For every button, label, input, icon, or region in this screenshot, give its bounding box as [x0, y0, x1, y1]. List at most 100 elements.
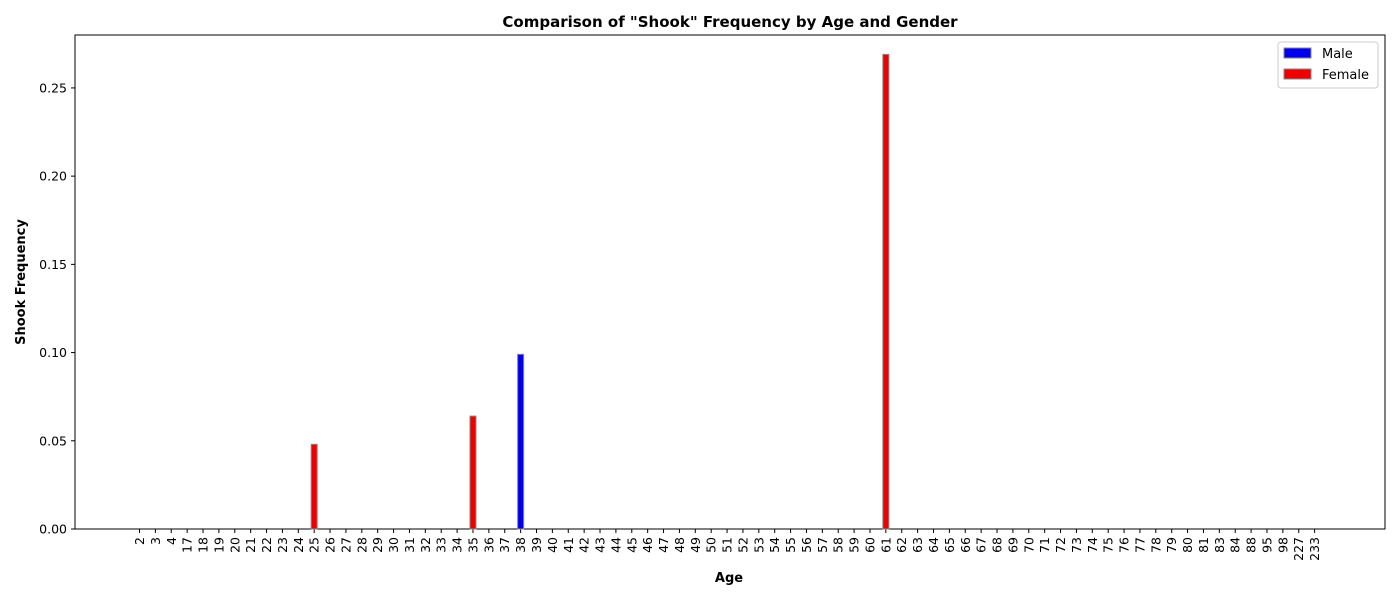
x-tick-label: 26	[323, 537, 338, 553]
x-tick-label: 68	[990, 537, 1005, 553]
legend-label-female: Female	[1322, 68, 1369, 83]
plot-area	[74, 34, 1386, 530]
x-tick-label: 37	[497, 537, 512, 553]
x-tick-label: 78	[1148, 537, 1163, 553]
x-tick-label: 59	[847, 537, 862, 553]
y-tick-label: 0.00	[39, 522, 67, 537]
x-tick-label: 47	[656, 537, 671, 553]
x-tick-label: 39	[529, 537, 544, 553]
x-tick-label: 30	[386, 537, 401, 553]
x-tick-label: 48	[672, 537, 687, 553]
y-tick-label: 0.10	[39, 345, 67, 360]
x-tick-label: 45	[624, 537, 639, 553]
y-tick-label: 0.25	[39, 80, 67, 95]
x-tick-label: 83	[1212, 537, 1227, 553]
x-tick-label: 27	[338, 537, 353, 553]
x-tick-label: 17	[180, 537, 195, 553]
x-tick-label: 71	[1037, 537, 1052, 553]
x-tick-label: 38	[513, 537, 528, 553]
x-tick-label: 62	[894, 537, 909, 553]
bar-female	[469, 415, 477, 530]
x-tick-label: 2	[132, 537, 147, 545]
x-tick-label: 41	[561, 537, 576, 553]
x-tick-label: 54	[767, 537, 782, 553]
x-tick-label: 77	[1132, 537, 1147, 553]
x-tick-label: 61	[878, 537, 893, 553]
x-tick-label: 70	[1021, 537, 1036, 553]
x-tick-label: 46	[640, 537, 655, 553]
x-tick-label: 25	[307, 537, 322, 553]
x-tick-label: 28	[354, 537, 369, 553]
x-tick-label: 21	[243, 537, 258, 553]
bar-female	[882, 53, 890, 530]
plot-frame	[74, 34, 1386, 530]
y-tick-label: 0.05	[39, 433, 67, 448]
x-tick-label: 22	[259, 537, 274, 553]
x-tick-label: 20	[227, 537, 242, 553]
x-tick-label: 98	[1275, 537, 1290, 553]
y-tick-label: 0.15	[39, 257, 67, 272]
x-tick-label: 33	[434, 537, 449, 553]
legend-label-male: Male	[1322, 47, 1353, 62]
x-tick-label: 67	[974, 537, 989, 553]
x-tick-label: 75	[1101, 537, 1116, 553]
bar-male	[517, 353, 525, 530]
x-axis: 2 3 4 17 18 19 20 21 22 23 24 25 26 27 28 29 30 31 32 33 34 3…	[132, 529, 1322, 561]
x-tick-label: 60	[862, 537, 877, 553]
x-tick-label: 23	[275, 537, 290, 553]
x-tick-label: 63	[910, 537, 925, 553]
x-tick-label: 76	[1117, 537, 1132, 553]
x-tick-label: 74	[1085, 537, 1100, 553]
x-tick-label: 50	[704, 537, 719, 553]
x-tick-label: 40	[545, 537, 560, 553]
y-axis-label: Shook Frequency	[14, 219, 29, 345]
x-tick-label: 19	[211, 537, 226, 553]
x-tick-label: 52	[735, 537, 750, 553]
x-tick-label: 18	[196, 537, 211, 553]
x-tick-label: 35	[465, 537, 480, 553]
chart-title: Comparison of "Shook" Frequency by Age a…	[502, 13, 958, 31]
x-tick-label: 36	[481, 537, 496, 553]
x-tick-label: 227	[1291, 537, 1306, 561]
legend-swatch-female	[1283, 68, 1312, 80]
x-tick-label: 79	[1164, 537, 1179, 553]
x-tick-label: 24	[291, 537, 306, 553]
x-tick-label: 42	[577, 537, 592, 553]
x-tick-label: 31	[402, 537, 417, 553]
x-tick-label: 3	[148, 537, 163, 545]
x-tick-label: 32	[418, 537, 433, 553]
x-tick-label: 55	[783, 537, 798, 553]
x-tick-label: 73	[1069, 537, 1084, 553]
x-tick-label: 65	[942, 537, 957, 553]
x-tick-label: 49	[688, 537, 703, 553]
x-tick-label: 66	[958, 537, 973, 553]
x-tick-label: 80	[1180, 537, 1195, 553]
y-axis: 0.00 0.05 0.10 0.15 0.20 0.25	[39, 80, 75, 537]
bar-female	[310, 443, 318, 530]
legend: Male Female	[1277, 41, 1379, 89]
x-tick-label: 51	[720, 537, 735, 553]
x-tick-label: 72	[1053, 537, 1068, 553]
x-tick-label: 53	[751, 537, 766, 553]
x-tick-label: 43	[593, 537, 608, 553]
x-tick-label: 44	[608, 537, 623, 553]
x-tick-label: 56	[799, 537, 814, 553]
x-tick-label: 57	[815, 537, 830, 553]
x-tick-label: 64	[926, 537, 941, 553]
legend-swatch-male	[1283, 47, 1312, 59]
x-tick-label: 34	[450, 537, 465, 553]
x-tick-label: 69	[1005, 537, 1020, 553]
x-axis-label: Age	[715, 571, 743, 586]
bars-group	[310, 53, 890, 530]
x-tick-label: 29	[370, 537, 385, 553]
x-tick-label: 88	[1244, 537, 1259, 553]
x-tick-label: 58	[831, 537, 846, 553]
x-tick-label: 4	[164, 537, 179, 545]
x-tick-label: 81	[1196, 537, 1211, 553]
x-tick-label: 233	[1307, 537, 1322, 561]
y-tick-label: 0.20	[39, 169, 67, 184]
x-tick-label: 95	[1259, 537, 1274, 553]
x-tick-label: 84	[1228, 537, 1243, 553]
